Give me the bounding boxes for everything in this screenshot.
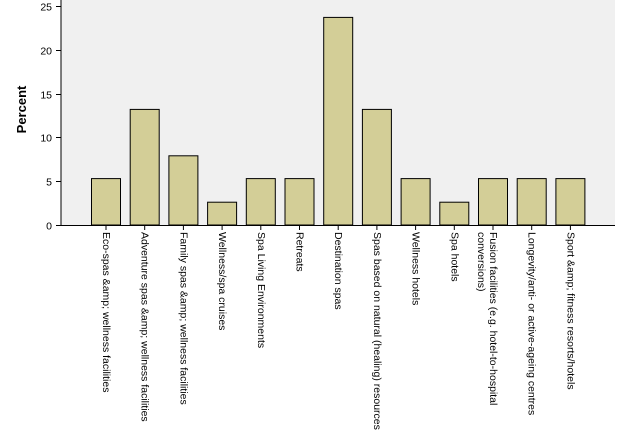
bar <box>555 178 586 226</box>
y-tick-label: 25 <box>40 2 52 14</box>
bar <box>129 108 160 226</box>
y-tick-label: 5 <box>46 177 52 189</box>
x-tick-label-line: Fusion facilities (e.g. hotel-to-hospita… <box>487 232 499 405</box>
bars-layer <box>91 16 586 226</box>
x-tick-label-line: Destination spas <box>332 232 344 310</box>
x-tick-label-line: Retreats <box>294 232 306 272</box>
x-tick-label-line: Family spas &amp; wellness facilities <box>177 232 189 405</box>
x-tick-label-line: Spas based on natural (healing) resource… <box>371 232 383 430</box>
x-tick-label: Spas based on natural (healing) resource… <box>371 232 383 430</box>
bar <box>478 178 508 226</box>
x-tick-label-line: Sport &amp; fitness resorts/hotels <box>564 232 576 390</box>
x-tick-label: Spa hotels <box>448 232 460 282</box>
bar <box>516 178 547 226</box>
x-category-labels: Eco-spas &amp; wellness facilities Advent… <box>100 225 576 430</box>
x-tick-label-line: Spa Living Environments <box>255 232 267 348</box>
x-tick-label: Fusion facilities (e.g. hotel-to-hospita… <box>475 232 499 405</box>
x-tick-label: Destination spas <box>332 232 344 310</box>
x-tick-label: Retreats <box>294 232 306 272</box>
x-tick-label: Adventure spas &amp; wellness facilities <box>139 232 151 422</box>
bar <box>284 178 315 226</box>
bar <box>91 178 121 226</box>
bar <box>400 178 431 226</box>
x-tick-label: Family spas &amp; wellness facilities <box>177 232 189 405</box>
y-axis-title: Percent <box>14 85 29 133</box>
x-tick-label-line: Wellness/spa cruises <box>216 232 228 330</box>
x-tick-label: Sport &amp; fitness resorts/hotels <box>564 232 576 390</box>
y-tick-label: 15 <box>40 90 52 102</box>
bar <box>361 108 392 226</box>
x-tick-label-line: Eco-spas &amp; wellness facilities <box>100 232 112 392</box>
x-tick-label-line: Spa hotels <box>448 232 460 282</box>
bar <box>207 201 238 226</box>
x-tick-label: Wellness/spa cruises <box>216 232 228 330</box>
y-tick-label: 20 <box>40 46 52 58</box>
y-tick-label: 0 <box>46 221 52 233</box>
bar <box>439 201 470 226</box>
x-tick-label: Eco-spas &amp; wellness facilities <box>100 232 112 392</box>
x-tick-label: Wellness hotels <box>410 232 422 305</box>
bar <box>168 155 199 226</box>
x-tick-label: Spa Living Environments <box>255 232 267 348</box>
x-tick-label-line: Longevity/anti- or active-ageing centres <box>526 232 538 415</box>
bar <box>245 178 276 226</box>
x-tick-label-line: Wellness hotels <box>410 232 422 305</box>
x-tick-label-line: conversions) <box>475 232 487 292</box>
y-tick-label: 10 <box>40 133 52 145</box>
x-tick-label-line: Adventure spas &amp; wellness facilities <box>139 232 151 422</box>
bar <box>323 16 354 226</box>
x-tick-label: Longevity/anti- or active-ageing centres <box>526 232 538 415</box>
y-ticks: 0 5 10 15 20 25 <box>40 2 61 233</box>
